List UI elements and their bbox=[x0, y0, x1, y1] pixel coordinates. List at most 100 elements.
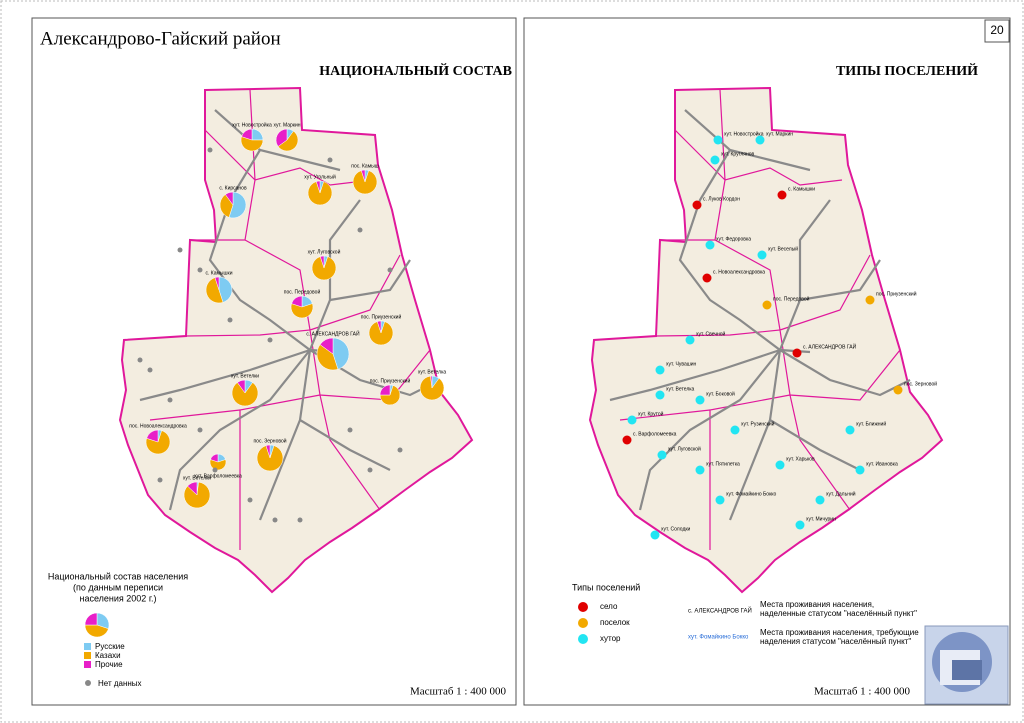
place-label: хут. Ветелка bbox=[666, 386, 695, 392]
settlement-dot bbox=[655, 390, 665, 400]
place-label: хут. Ивановка bbox=[866, 461, 898, 467]
legend-label: Казахи bbox=[95, 651, 121, 660]
pies: хут. Новостройка хут. Маркин хут. Угольный… bbox=[129, 121, 447, 523]
no-data-dot bbox=[397, 447, 403, 453]
pie-slice bbox=[218, 276, 233, 303]
legend-dot bbox=[578, 602, 588, 612]
pie-slice bbox=[319, 337, 334, 355]
place-label: с. Камышки bbox=[206, 270, 233, 276]
place-label: хут. Ближний bbox=[856, 420, 886, 427]
legend-swatch bbox=[84, 643, 91, 650]
pie-slice bbox=[225, 191, 234, 206]
legend-swatch bbox=[84, 652, 91, 659]
no-data-dot bbox=[267, 337, 273, 343]
no-data-dot bbox=[227, 317, 233, 323]
place-label: с. Кирсанов bbox=[219, 185, 247, 191]
no-data-dot bbox=[272, 517, 278, 523]
place-label: хут. Ветелки bbox=[183, 475, 211, 481]
page-number-box bbox=[984, 19, 1010, 43]
place-label: с. АЛЕКСАНДРОВ ГАЙ bbox=[306, 329, 360, 337]
pie-slice bbox=[360, 169, 366, 183]
pie-slice bbox=[205, 277, 224, 304]
settlement-dot bbox=[695, 465, 705, 475]
settlement-dot bbox=[710, 155, 720, 165]
place-label: хут. Федоровка bbox=[716, 236, 751, 242]
no-data-dot bbox=[85, 680, 91, 686]
place-label: хут. Ветелка bbox=[418, 369, 447, 375]
pie-slice bbox=[376, 320, 382, 334]
place-label: хут. Боковой bbox=[706, 390, 735, 397]
no-data-dot bbox=[347, 427, 353, 433]
place-label: хут. Круглянов bbox=[721, 151, 755, 157]
place-label: хут. Чувашин bbox=[666, 361, 697, 367]
place-label: хут. Луговской bbox=[308, 248, 341, 255]
settlement-dot bbox=[777, 190, 787, 200]
pie-slice bbox=[214, 276, 220, 291]
pie-slice bbox=[430, 375, 433, 389]
left-title: НАЦИОНАЛЬНЫЙ СОСТАВ bbox=[319, 62, 512, 79]
place-label: с. Камышки bbox=[788, 186, 815, 192]
settlement-dot bbox=[755, 135, 765, 145]
pie-slice bbox=[256, 445, 284, 472]
place-label: хут. Новостройка bbox=[724, 130, 764, 137]
no-data-dot bbox=[327, 157, 333, 163]
legend-note-text: Места проживания населения, требующие на… bbox=[760, 628, 919, 646]
place-label: хут. Мичурин bbox=[806, 516, 836, 522]
no-data-dot bbox=[197, 267, 203, 273]
pie-slice bbox=[209, 459, 227, 471]
legend-title: (по данным переписи bbox=[73, 582, 163, 592]
scale: Масштаб 1 : 400 000 bbox=[814, 686, 910, 698]
pie-slice bbox=[316, 344, 339, 371]
pie-slice bbox=[379, 384, 391, 396]
legend-swatch bbox=[84, 661, 91, 668]
place-label: хут. Крутой bbox=[638, 410, 664, 417]
pie-slice bbox=[311, 256, 337, 281]
legend-label: поселок bbox=[600, 618, 630, 627]
place-label: пос. Зерновой bbox=[904, 380, 937, 387]
settlement-dot bbox=[622, 435, 632, 445]
pie-slice bbox=[265, 444, 271, 459]
place-label: хут. Угольный bbox=[304, 173, 336, 180]
place-label: хут. Солодки bbox=[661, 526, 691, 532]
legend-pie bbox=[84, 612, 110, 638]
settlement-dot bbox=[655, 365, 665, 375]
settlement-dot bbox=[692, 200, 702, 210]
legend-label: село bbox=[600, 602, 618, 611]
legend-note: Места проживания населения, наделенные с… bbox=[760, 600, 917, 618]
no-data-dot bbox=[147, 367, 153, 373]
place-label: пос. Приузенский bbox=[876, 290, 917, 297]
pie-slice bbox=[275, 128, 288, 147]
settlement-dot bbox=[650, 530, 660, 540]
pie-slice bbox=[319, 255, 325, 269]
legend-label: Прочие bbox=[95, 660, 123, 669]
place-label: хут. Новостройка bbox=[232, 121, 272, 128]
place-label: пос. Передовой bbox=[284, 288, 321, 295]
no-data-dot bbox=[367, 467, 373, 473]
legend-title: населения 2002 г.) bbox=[79, 593, 156, 603]
settlement-dot bbox=[893, 385, 903, 395]
no-data-dot bbox=[197, 427, 203, 433]
place-label: хут. Харьков bbox=[786, 456, 815, 462]
pie-slice bbox=[307, 181, 333, 206]
legend-dot bbox=[578, 634, 588, 644]
legend-label: Нет данных bbox=[98, 679, 142, 688]
legend-dot bbox=[578, 618, 588, 628]
settlement-dot bbox=[762, 300, 772, 310]
pie-slice bbox=[84, 624, 109, 638]
no-data-dot bbox=[137, 357, 143, 363]
settlements: хут. Новостройка хут. Маркин хут. Кругляно… bbox=[622, 130, 937, 540]
place-label: пос. Приузенский bbox=[361, 313, 402, 320]
place-label: хут. Веселый bbox=[768, 245, 798, 252]
no-data-dot bbox=[357, 227, 363, 233]
pie-slice bbox=[315, 180, 321, 194]
legend-sample: с. АЛЕКСАНДРОВ ГАЙ bbox=[688, 607, 752, 615]
settlement-dot bbox=[865, 295, 875, 305]
settlement-dot bbox=[855, 465, 865, 475]
legend-sample: хут. Фомайкино Бокко bbox=[688, 634, 749, 641]
no-data-dot bbox=[177, 247, 183, 253]
place-label: хут. Дальний bbox=[826, 490, 856, 497]
pie-slice bbox=[231, 382, 259, 407]
settlement-dot bbox=[795, 520, 805, 530]
settlement-dot bbox=[695, 395, 705, 405]
place-label: пос. Передовой bbox=[773, 295, 810, 302]
